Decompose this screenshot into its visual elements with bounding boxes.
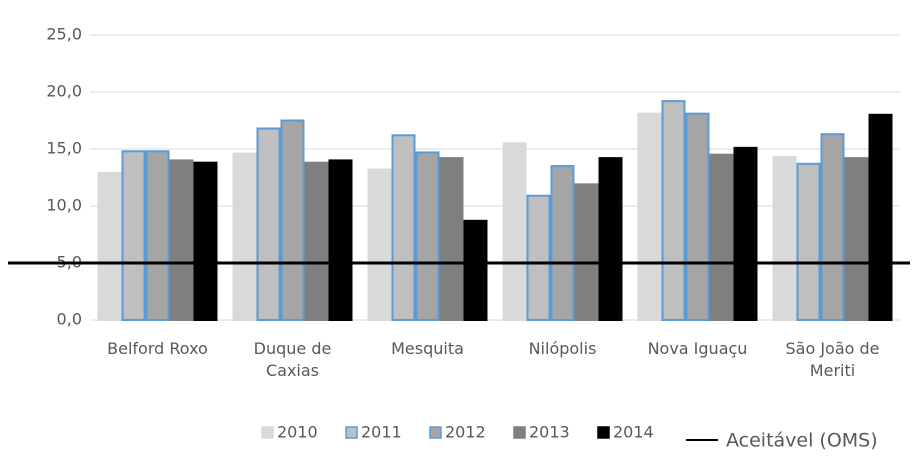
legend-label: 2011 [361, 423, 402, 442]
bar [145, 150, 170, 321]
bar [772, 155, 797, 321]
bar [550, 165, 575, 321]
bar [685, 112, 710, 321]
bar [502, 142, 527, 321]
x-tick-label: Nova Iguaçu [647, 339, 748, 358]
y-tick-label: 20,0 [46, 82, 82, 101]
x-tick-label: São João de Meriti [785, 339, 880, 380]
bar [169, 159, 194, 321]
bar [328, 159, 353, 321]
y-tick-label: 25,0 [46, 25, 82, 44]
bar [463, 219, 488, 322]
legend-swatch [597, 426, 610, 439]
bar [304, 161, 329, 321]
y-tick-label: 10,0 [46, 196, 82, 215]
legend-swatch [345, 426, 358, 439]
bar [121, 150, 146, 321]
legend-swatch [261, 426, 274, 439]
legend-label: 2014 [613, 423, 654, 442]
bar [820, 133, 845, 321]
x-tick-label: Duque de Caxias [253, 339, 332, 380]
bar [193, 161, 218, 321]
x-tick-label: Mesquita [391, 339, 464, 358]
bar [97, 171, 122, 321]
legend-label: 2012 [445, 423, 486, 442]
bar [280, 119, 305, 321]
y-tick-label: 0,0 [57, 310, 82, 329]
bar [637, 112, 662, 321]
legend-label: 2010 [277, 423, 318, 442]
legend-swatch [429, 426, 442, 439]
x-tick-label: Belford Roxo [107, 339, 208, 358]
bar [796, 162, 821, 321]
bar [391, 134, 416, 321]
legend-label: 2013 [529, 423, 570, 442]
legend-label: Aceitável (OMS) [726, 430, 878, 452]
bar [367, 168, 392, 321]
bar [232, 152, 257, 321]
x-tick-label: Nilópolis [528, 339, 597, 358]
bar [661, 100, 686, 322]
bar [598, 157, 623, 321]
bar [574, 183, 599, 321]
bar [256, 127, 281, 321]
y-tick-label: 15,0 [46, 139, 82, 158]
bar [844, 157, 869, 321]
bar [868, 113, 893, 321]
bar [709, 153, 734, 321]
legend-swatch [513, 426, 526, 439]
bar [439, 157, 464, 321]
bar [733, 146, 758, 321]
bar [526, 194, 551, 322]
bar [415, 151, 440, 321]
